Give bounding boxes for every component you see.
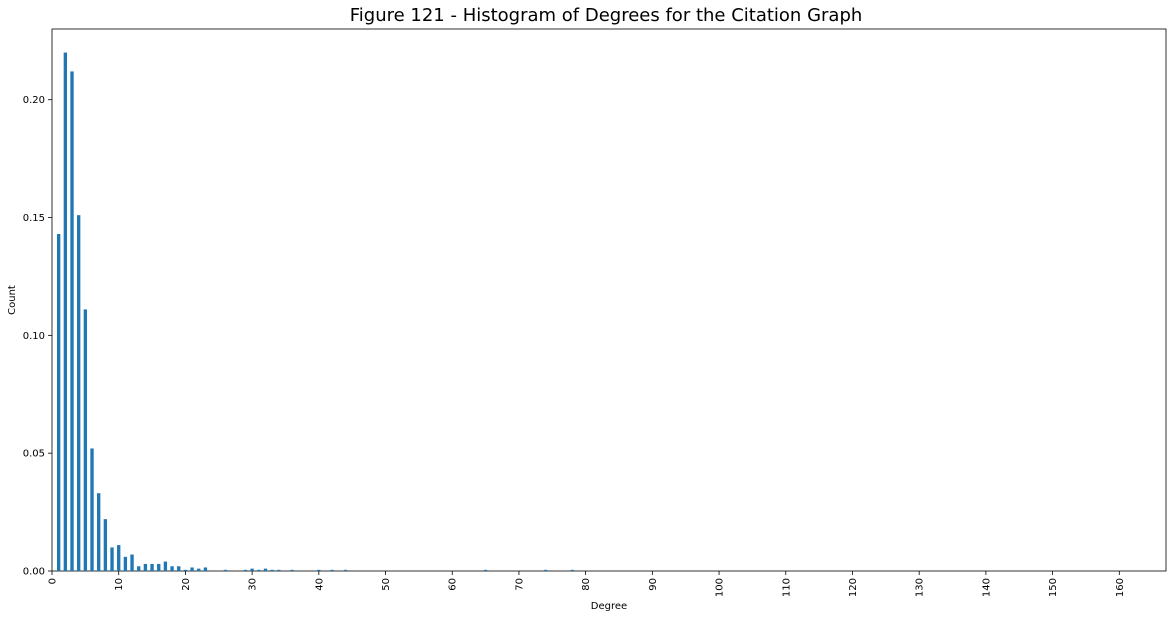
x-tick-label: 90 [648, 578, 659, 591]
y-tick-label: 0.15 [23, 213, 45, 224]
x-tick-label: 110 [781, 578, 792, 597]
bar [190, 567, 194, 571]
bar [170, 566, 174, 571]
bars-group [57, 52, 574, 572]
bar [330, 569, 334, 571]
bar [137, 566, 141, 571]
x-tick-label: 140 [981, 578, 992, 597]
x-tick-label: 160 [1115, 578, 1126, 597]
bar [83, 309, 88, 571]
y-tick-label: 0.05 [23, 449, 45, 460]
bar [183, 569, 188, 571]
bar [123, 556, 128, 571]
bar [163, 561, 168, 571]
x-tick-label: 80 [581, 578, 592, 591]
x-tick-label: 60 [448, 578, 459, 591]
bar [57, 234, 61, 571]
bar [317, 569, 321, 571]
x-tick-label: 10 [114, 578, 125, 591]
bar [117, 545, 121, 571]
y-tick-label: 0.20 [23, 95, 45, 106]
bar [177, 566, 181, 571]
bar [143, 563, 148, 571]
bar [110, 547, 114, 571]
bar [257, 569, 261, 571]
y-tick-label: 0.10 [23, 331, 45, 342]
chart-title: Figure 121 - Histogram of Degrees for th… [350, 5, 863, 26]
x-tick-label: 0 [48, 578, 59, 584]
x-tick-label: 130 [915, 578, 926, 597]
bar [197, 568, 201, 571]
bar [157, 563, 161, 571]
bar [343, 569, 348, 571]
y-tick-label: 0.00 [23, 567, 45, 578]
x-axis: 0 10 20 30 40 50 60 70 80 90 100 110 120 130 140 150 160 [48, 571, 1126, 597]
bar [77, 215, 81, 571]
x-tick-label: 50 [381, 578, 392, 591]
bar [263, 568, 268, 571]
x-tick-label: 20 [181, 578, 192, 591]
bar [103, 519, 108, 571]
x-axis-label: Degree [591, 601, 627, 612]
bar [223, 569, 228, 571]
bar [243, 569, 248, 571]
x-tick-label: 120 [848, 578, 859, 597]
bar [483, 569, 488, 571]
y-axis-label: Count [7, 285, 18, 315]
x-tick-label: 100 [715, 578, 726, 597]
bar [570, 569, 574, 571]
y-axis: 0.00 0.05 0.10 0.15 0.20 [23, 95, 52, 578]
bar [90, 448, 94, 571]
bar [203, 567, 208, 571]
x-tick-label: 70 [514, 578, 525, 591]
bar [97, 493, 101, 571]
bar [63, 52, 68, 572]
bar [270, 569, 274, 571]
bar [543, 569, 548, 571]
bar [277, 569, 281, 571]
plot-frame [51, 28, 1167, 572]
x-tick-label: 40 [314, 578, 325, 591]
bar [250, 568, 254, 571]
x-tick-label: 30 [248, 578, 259, 591]
bar [70, 71, 74, 571]
bar [150, 563, 154, 571]
bar [130, 554, 134, 571]
x-tick-label: 150 [1048, 578, 1059, 597]
bar [290, 569, 294, 571]
